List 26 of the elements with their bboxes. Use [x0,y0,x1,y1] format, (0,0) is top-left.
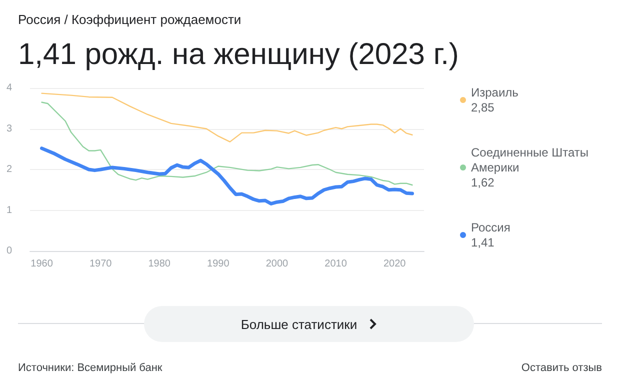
text: Оставить отзыв [521,362,602,374]
y-tick-label: 4 [6,82,12,94]
legend-label: Израиль [471,86,518,100]
x-tick-label: 1960 [30,258,54,270]
y-tick-label: 1 [6,204,12,216]
text: 1,62 [471,176,495,190]
y-tick-label: 2 [6,164,12,175]
chart-subtitle: Россия / Коэффициент рождаемости [18,12,242,27]
legend-label: Соединенные Штаты Америки [471,146,589,174]
text: Источники: Всемирный банк [18,362,162,374]
legend-label: Россия [471,220,510,234]
x-tick-label: 1970 [89,258,112,270]
y-tick-label: 3 [6,123,12,134]
x-tick-label: 2020 [383,258,406,270]
x-tick-label: 1990 [207,258,230,270]
text: 2,85 [471,100,495,114]
y-tick-label: 0 [6,246,12,256]
x-tick-label: 2010 [324,258,348,270]
line-series [40,146,414,206]
line-series [41,102,413,186]
chart-title: 1,41 рожд. на женщину (2023 г.) [18,38,459,72]
x-tick-label: 1980 [148,258,171,270]
text: 1,41 [471,236,495,250]
line-series [41,92,413,142]
x-tick-label: 2000 [266,258,289,270]
text: Больше статистики [240,316,358,332]
